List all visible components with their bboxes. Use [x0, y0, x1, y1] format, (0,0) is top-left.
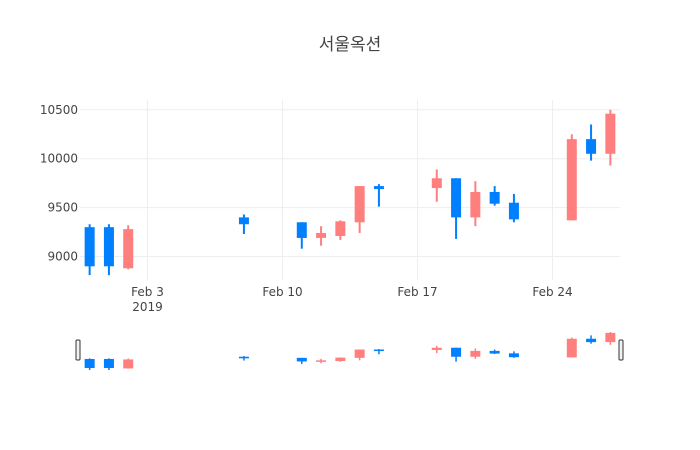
grid-layer — [80, 100, 620, 280]
candle-body — [489, 191, 500, 204]
candle — [586, 124, 597, 161]
candle — [605, 109, 616, 166]
slider-candle — [489, 349, 500, 355]
candle-body — [566, 139, 577, 221]
slider-candle — [238, 356, 249, 361]
slider-candle — [103, 358, 114, 370]
candle-body — [508, 202, 519, 220]
y-tick-label: 9500 — [47, 201, 78, 215]
candle — [566, 134, 577, 221]
slider-candle — [354, 349, 365, 361]
slider-candle-body — [123, 359, 134, 369]
slider-candle — [451, 347, 462, 362]
slider-candle-body — [431, 347, 442, 350]
slider-candle-body — [296, 357, 307, 362]
slider-candle-body — [451, 347, 462, 357]
candle — [470, 181, 481, 227]
candle — [123, 225, 134, 270]
slider-candle — [123, 358, 134, 369]
slider-candle-body — [238, 356, 249, 359]
slider-candle — [335, 357, 346, 362]
slider-candle-body — [586, 338, 597, 343]
slider-candle-body — [354, 349, 365, 358]
candlestick-series — [84, 109, 616, 276]
y-tick-label: 9000 — [47, 250, 78, 264]
candle — [451, 178, 462, 239]
candle-body — [451, 178, 462, 218]
slider-candle-body — [489, 350, 500, 354]
x-tick-year-label: 2019 — [132, 300, 163, 314]
slider-candle — [586, 335, 597, 344]
candle — [316, 226, 327, 246]
candle — [431, 169, 442, 202]
slider-candle-body — [84, 358, 95, 368]
chart-title: 서울옥션 — [319, 35, 382, 55]
range-slider-left-handle[interactable] — [75, 339, 81, 361]
candle — [508, 193, 519, 223]
slider-candle — [373, 349, 384, 355]
candle-body — [373, 186, 384, 190]
slider-candle — [470, 348, 481, 359]
candle-body — [103, 227, 114, 267]
slider-candle-body — [316, 360, 327, 362]
candle — [238, 214, 249, 235]
candle-body — [123, 229, 134, 269]
candle — [354, 186, 365, 234]
candle-body — [605, 113, 616, 154]
slider-candle — [316, 358, 327, 364]
candle — [84, 224, 95, 276]
slider-candle-body — [335, 357, 346, 362]
candle — [296, 222, 307, 249]
candle — [103, 224, 114, 276]
candle-body — [335, 221, 346, 236]
x-tick-label: Feb 24 — [532, 285, 572, 299]
candle-body — [586, 139, 597, 154]
slider-candle-body — [605, 332, 616, 343]
y-axis-tick-labels: 9000 9500 10000 10500 — [40, 103, 78, 264]
slider-candle — [508, 351, 519, 358]
range-slider-right-handle[interactable] — [618, 339, 624, 361]
candle-body — [431, 178, 442, 189]
slider-candle-body — [508, 353, 519, 358]
candle-body — [238, 217, 249, 225]
candle — [489, 186, 500, 206]
slider-candle — [566, 337, 577, 358]
x-tick-label: Feb 17 — [397, 285, 437, 299]
candle — [373, 184, 384, 207]
slider-candle — [84, 358, 95, 370]
slider-candle-body — [373, 349, 384, 352]
y-tick-label: 10000 — [40, 152, 78, 166]
y-tick-label: 10500 — [40, 103, 78, 117]
slider-candle-body — [103, 358, 114, 368]
candle-body — [316, 233, 327, 238]
range-slider[interactable] — [75, 332, 624, 370]
slider-candle — [431, 345, 442, 354]
candle-body — [354, 186, 365, 223]
candle — [335, 220, 346, 240]
candle-body — [296, 222, 307, 238]
candle-body — [84, 227, 95, 267]
slider-candle-body — [470, 350, 481, 357]
candle-body — [470, 191, 481, 218]
slider-candle-body — [566, 338, 577, 358]
x-tick-label: Feb 10 — [262, 285, 302, 299]
slider-candle — [605, 332, 616, 345]
slider-candle — [296, 357, 307, 364]
x-tick-label: Feb 3 — [131, 285, 164, 299]
